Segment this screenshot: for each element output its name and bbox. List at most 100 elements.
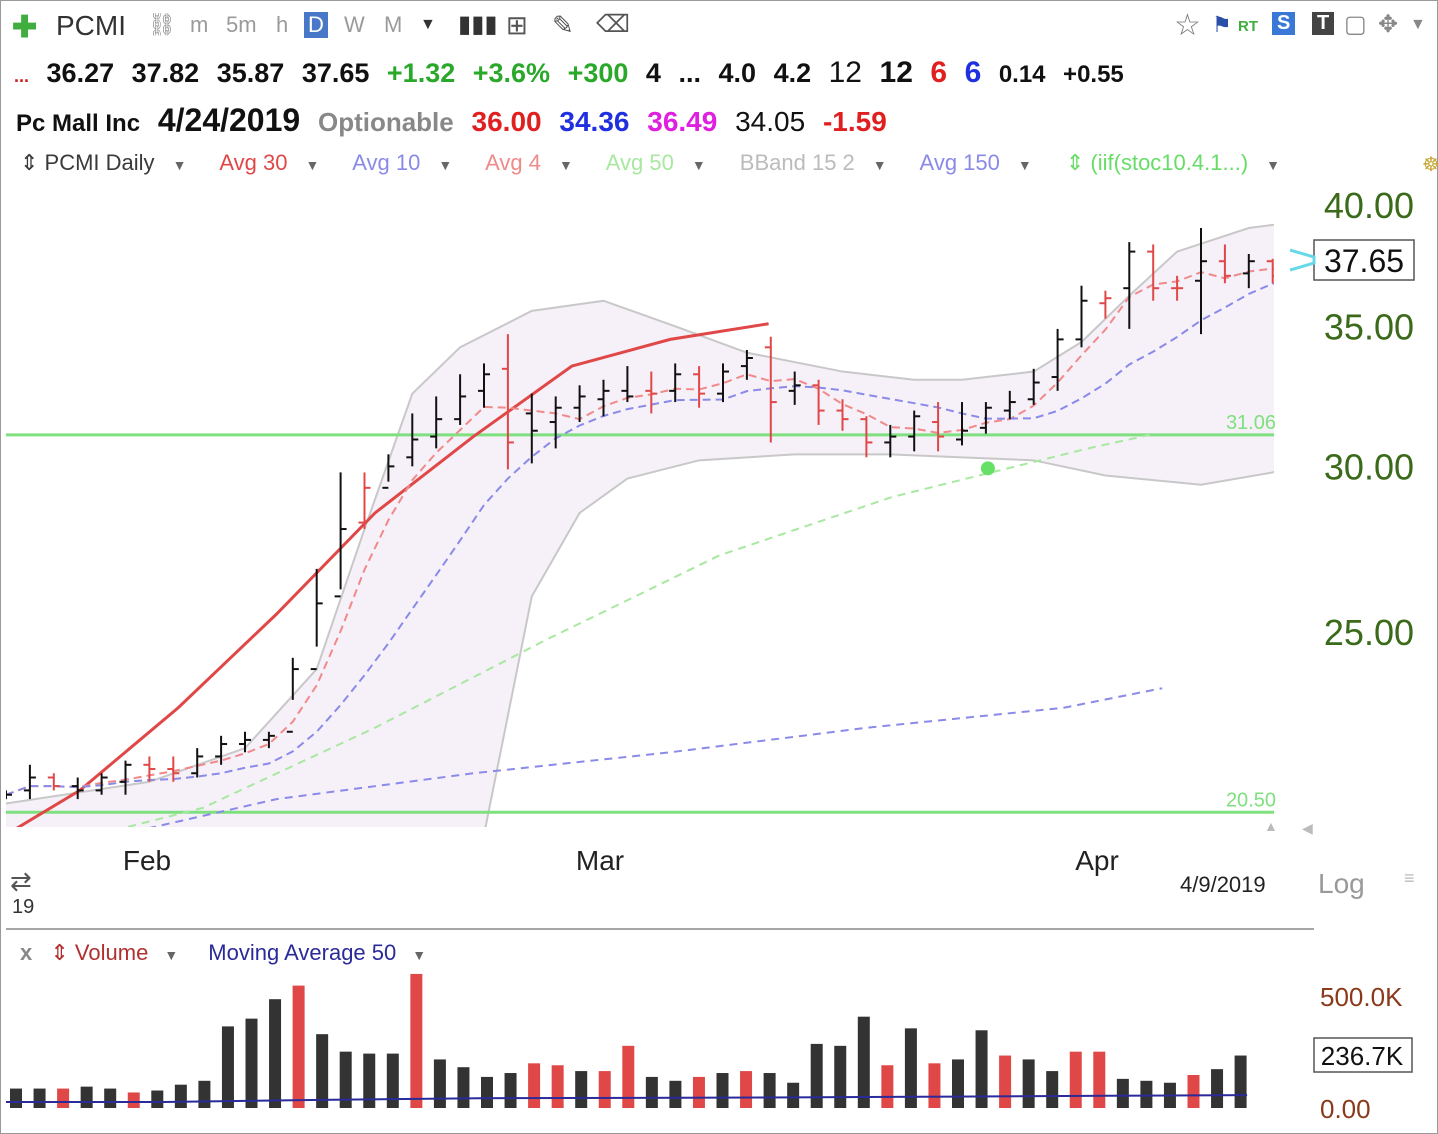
timeframe-w[interactable]: W [344,12,365,37]
quote-low: 35.87 [216,58,285,88]
volume-bar [575,1071,588,1108]
y-tick-label: 40.00 [1324,185,1414,226]
legend-item-avg-50[interactable]: Avg 50 ▼ [605,150,706,175]
quote-change: +1.32 [386,58,456,88]
ohlc-bar [23,764,36,800]
ohlc-bar [143,756,156,782]
volume-bar [952,1059,964,1108]
quote-change-pct: +3.6% [472,58,551,88]
pencil-icon[interactable]: ✎ [552,10,574,40]
scroll-up-icon[interactable]: ▲ [1264,818,1278,834]
volume-bar [104,1088,117,1108]
flag-icon[interactable]: ⚑ [1212,12,1232,37]
ohlc-bar [47,773,60,791]
volume-bar [1211,1069,1224,1108]
volume-ma-line [6,1094,1248,1104]
legend-item-avg-4[interactable]: Avg 4 ▼ [485,150,573,175]
toolbar: ✚ PCMI ⛓ m 5m h D W M ▼ ▮▮▮ ⊞ ✎ ⌫ ☆ ⚑ RT… [6,4,1432,50]
hline-label-0: 31.06 [1226,412,1276,434]
volume-bar [316,1034,329,1108]
ohlc-bar [740,349,753,380]
volume-bar [1187,1074,1200,1108]
x-tick-label: Apr [1075,845,1119,876]
volume-bar [339,1051,352,1108]
volume-bar [410,973,423,1108]
volume-bar [716,1073,729,1108]
volume-bar [457,1067,470,1108]
timeframe-d[interactable]: D [304,12,328,38]
ohlc-bar [262,731,275,749]
volume-bar [1140,1080,1153,1108]
quote-f4: 4.2 [773,58,812,88]
quote-f1: 4 [645,58,661,88]
volume-bar [269,999,282,1108]
move-icon[interactable]: ✥ [1378,11,1399,38]
bar-chart-icon[interactable]: ▮▮▮ [458,11,498,38]
short-avg-4 [6,267,1274,796]
timeframe-5m[interactable]: 5m [226,12,257,37]
quote-high: 37.82 [131,58,200,88]
bollinger-upper [6,223,1274,805]
s-badge[interactable]: S [1272,12,1296,35]
volume-bar [1116,1078,1129,1108]
scroll-left-icon[interactable]: ◀ [1302,820,1313,836]
quote-f10: +0.55 [1063,61,1124,88]
ohlc-bar [1027,368,1040,405]
x-tick-label: Feb [123,845,171,876]
volume-bar [174,1084,187,1108]
link-icon[interactable]: ⛓ [148,12,176,37]
menu-chevron-icon[interactable]: ▼ [1410,16,1426,33]
volume-bar [245,1018,258,1108]
ohlc-bar [669,363,682,403]
close-volume-icon[interactable]: x [20,940,33,965]
ohlc-bar [478,363,490,408]
legend-item-avg-30[interactable]: Avg 30 ▼ [219,150,320,175]
legend-item-bband[interactable]: BBand 15 2 ▼ [739,150,887,175]
ohlc-bar [860,416,873,458]
chevron-down-icon[interactable]: ▼ [420,16,436,33]
volume-legend: x ⇕ Volume ▼ Moving Average 50 ▼ [20,940,450,966]
volume-bar [528,1063,541,1108]
timeframe-h[interactable]: h [276,12,289,37]
legend-item-avg-150[interactable]: Avg 150 ▼ [919,150,1032,175]
ohlc-bar [1051,328,1064,391]
volume-label[interactable]: ⇕ Volume ▼ [50,940,179,965]
legend-item-stoc[interactable]: ⇕ (iif(stoc10.4.1...) ▼ [1065,150,1280,175]
symbol-title[interactable]: PCMI [56,10,126,41]
add-symbol-icon[interactable]: ✚ [12,11,38,44]
panel-menu-icon[interactable]: ≡ [1404,868,1415,888]
ohlc-bar [788,371,801,405]
volume-ma-label[interactable]: Moving Average 50 ▼ [208,940,427,965]
ohlc-bar [119,760,132,795]
log-toggle[interactable]: Log [1318,868,1365,899]
eraser-icon[interactable]: ⌫ [596,11,630,38]
settings-icon[interactable]: ☸ [1422,154,1438,176]
ohlc-bar [167,756,180,782]
star-icon[interactable]: ☆ [1174,9,1201,42]
refresh-icon[interactable]: ⇄ [10,866,32,896]
last-price-box [1313,239,1415,281]
legend-item-pcmi-daily[interactable]: ⇕ PCMI Daily ▼ [20,150,187,175]
volume-bar [386,1053,399,1108]
quote-f6: 12 [879,56,913,89]
volume-bar [975,1030,988,1108]
ohlc-bar [358,472,371,530]
volume-bar [881,1065,894,1108]
info-row: Pc Mall Inc 4/24/2019 Optionable 36.00 3… [16,102,897,144]
timeframe-m[interactable]: m [190,12,209,37]
legend-item-avg-10[interactable]: Avg 10 ▼ [352,150,453,175]
ohlc-bar [406,413,419,467]
window-icon[interactable]: ▢ [1344,11,1367,38]
grid-add-icon[interactable]: ⊞ [506,10,528,40]
t-badge[interactable]: T [1312,12,1335,35]
ohlc-bar [6,790,12,800]
info-v1: 36.00 [471,106,542,137]
ohlc-bar [525,393,538,464]
ohlc-bar [597,379,610,417]
volume-bar [740,1071,753,1108]
timeframe-mo[interactable]: M [384,12,403,37]
volume-bar [763,1073,776,1108]
rt-badge[interactable]: RT [1238,18,1258,35]
volume-tick-label: 0.00 [1320,1094,1371,1124]
